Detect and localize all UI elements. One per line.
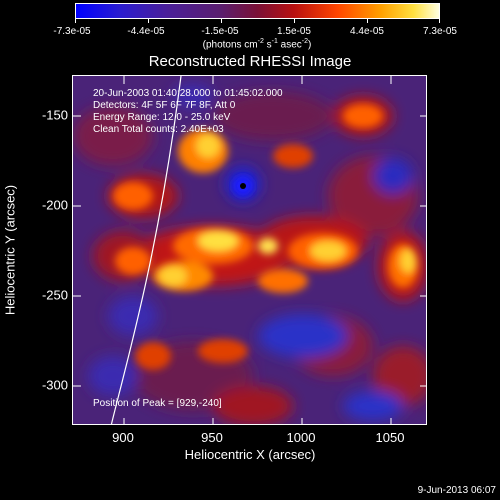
x-tick-label: 1050 [375,430,405,445]
colorbar-label: -1.5e-05 [201,26,239,37]
colorbar-tick [439,19,440,23]
y-tick-label: -150 [41,107,68,123]
info-peak-position: Position of Peak = [929,-240] [93,398,222,409]
plot-title: Reconstructed RHESSI Image [148,53,352,70]
colorbar-label: 4.4e-05 [350,26,384,37]
colorbar-tick [221,19,222,23]
y-tick-label: -200 [41,197,68,213]
info-detectors: Detectors: 4F 5F 6F 7F 8F, Att 0 [93,100,236,111]
timestamp: 9-Jun-2013 06:07 [417,485,496,496]
colorbar-label: -7.3e-05 [53,26,91,37]
colorbar-tick [75,19,76,23]
x-tick-label: 900 [112,430,134,445]
rhessi-image-map [73,76,426,424]
x-tick-label: 950 [201,430,223,445]
colorbar-label: 7.3e-05 [423,26,457,37]
colorbar-tick [148,19,149,23]
y-tick-label: -250 [41,287,68,303]
colorbar [75,3,440,19]
info-clean-counts: Clean Total counts: 2.40E+03 [93,124,224,135]
y-axis-label: Heliocentric Y (arcsec) [2,184,18,316]
info-energy-range: Energy Range: 12.0 - 25.0 keV [93,112,231,123]
colorbar-unit: (photons cm-2 s-1 asec-2) [202,38,312,51]
info-time-range: 20-Jun-2003 01:40:28.000 to 01:45:02.000 [93,88,283,99]
x-tick-label: 1000 [286,430,316,445]
colorbar-tick [367,19,368,23]
colorbar-tick [294,19,295,23]
colorbar-label: 1.5e-05 [277,26,311,37]
colorbar-gradient [76,4,439,18]
rhessi-image-plot: 20-Jun-2003 01:40:28.000 to 01:45:02.000… [72,75,427,425]
colorbar-label: -4.4e-05 [127,26,165,37]
x-axis-label: Heliocentric X (arcsec) [184,447,316,462]
y-tick-label: -300 [41,377,68,393]
